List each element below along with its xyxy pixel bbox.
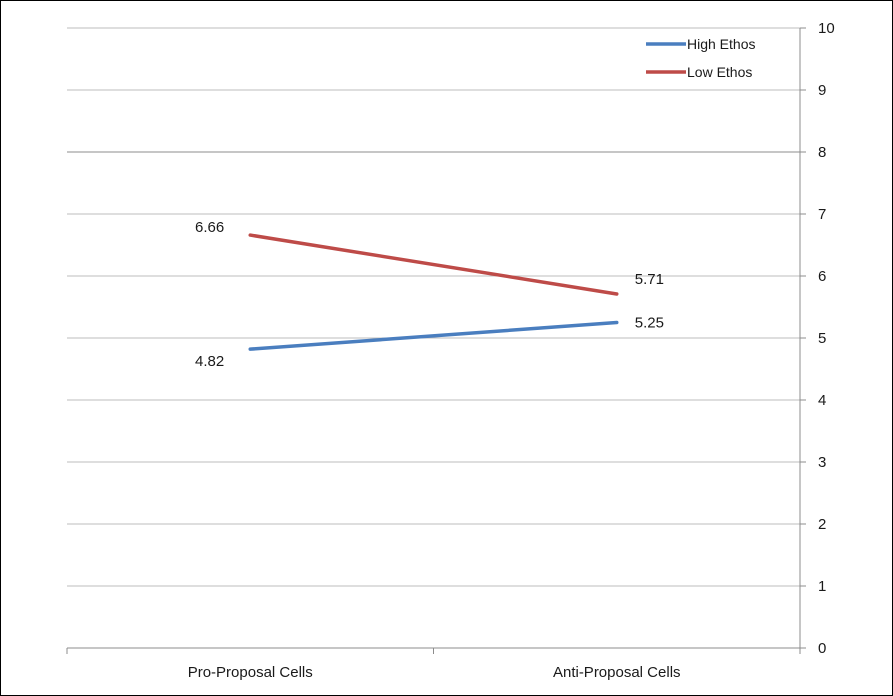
y-tick-label: 6: [818, 268, 826, 285]
data-label: 6.66: [195, 219, 224, 236]
y-tick-label: 5: [818, 330, 826, 347]
axes: 0 1 2 3 4 5 6 7 8 9 10 Pro-Proposal Cells Anti-Propo…: [66, 20, 835, 681]
y-tick-label: 9: [818, 82, 826, 99]
legend-label: Low Ethos: [687, 64, 752, 80]
series-layer: [248, 233, 619, 351]
y-tick-label: 0: [818, 640, 826, 657]
y-tick-label: 2: [818, 516, 826, 533]
series-line-high-ethos: [248, 320, 619, 351]
data-label: 5.25: [635, 315, 664, 332]
y-tick-label: 3: [818, 454, 826, 471]
data-label: 4.82: [195, 353, 224, 370]
series-line-low-ethos: [248, 233, 619, 296]
x-tick-label: Anti-Proposal Cells: [553, 664, 681, 681]
y-tick-label: 4: [818, 392, 826, 409]
y-tick-label: 10: [818, 20, 835, 37]
legend-label: High Ethos: [687, 36, 755, 52]
gridlines: [67, 27, 800, 587]
x-tick-label: Pro-Proposal Cells: [188, 664, 313, 681]
data-label: 5.71: [635, 271, 664, 288]
y-tick-label: 1: [818, 578, 826, 595]
y-tick-label: 7: [818, 206, 826, 223]
data-labels: 4.82 5.25 6.66 5.71: [195, 219, 664, 370]
y-tick-label: 8: [818, 144, 826, 161]
legend: High Ethos Low Ethos: [646, 36, 755, 80]
